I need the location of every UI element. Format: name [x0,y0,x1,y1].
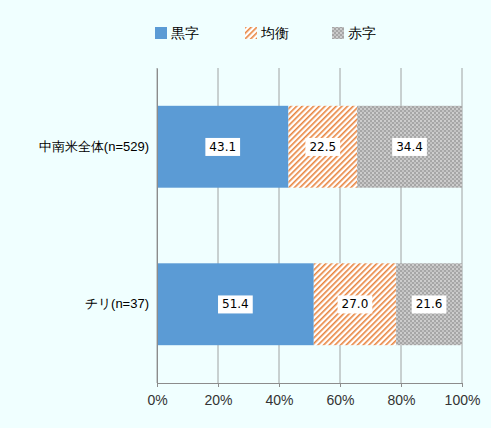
grid [157,68,462,383]
legend-label: 赤字 [348,25,376,41]
x-tick: 40% [265,383,293,408]
x-tick-mark [157,383,158,387]
x-tick-mark [401,383,402,387]
bars [157,106,462,345]
x-tick-label: 20% [204,392,232,408]
data-label-box [338,295,373,313]
data-label-box [412,295,447,313]
y-tick: チリ(n=37) [85,296,157,311]
bar-segment [157,263,314,345]
legend-swatch [245,27,257,39]
x-tick-mark [218,383,219,387]
data-label-group: 34.4 [392,138,427,156]
legend-swatch [155,27,167,39]
data-label: 22.5 [309,140,336,154]
y-tick-label: 中南米全体(n=529) [39,139,149,154]
x-tick: 60% [326,383,354,408]
x-tick: 100% [445,383,481,408]
x-tick-label: 40% [265,392,293,408]
data-label-box [205,138,240,156]
data-label: 34.4 [396,140,423,154]
legend-label: 黒字 [171,25,199,41]
data-label-box [218,295,253,313]
y-axis-line [157,69,158,384]
data-label-group: 43.1 [205,138,240,156]
legend: 黒字 均衡 赤字 [155,25,376,41]
x-axis-line [158,384,463,388]
data-label-group: 21.6 [412,295,447,313]
bar-segment [314,263,396,345]
x-tick-mark [462,383,463,387]
legend-label: 均衡 [260,25,289,41]
y-tick-label: チリ(n=37) [85,296,149,311]
data-label-group: 22.5 [305,138,340,156]
data-label: 27.0 [342,297,369,311]
legend-swatch [332,27,344,39]
y-axis: 中南米全体(n=529) チリ(n=37) [39,69,158,384]
bar-segment [157,106,288,188]
data-label: 43.1 [209,140,236,154]
x-tick-label: 60% [326,392,354,408]
x-tick-mark [340,383,341,387]
data-label-box [305,138,340,156]
x-tick: 20% [204,383,232,408]
data-label: 51.4 [222,297,249,311]
background [0,0,491,428]
data-label: 21.6 [416,297,443,311]
x-tick: 0% [147,383,167,408]
data-labels: 43.1 22.5 34.4 51.4 27.0 21.6 [205,138,446,314]
bar-segment [357,106,462,188]
chart: 43.1 22.5 34.4 51.4 27.0 21.6 0% 20% 40% 60% 80% 10… [0,0,491,428]
x-tick: 80% [387,383,415,408]
x-tick-label: 100% [445,392,481,408]
grid-line [157,68,158,383]
y-tick: 中南米全体(n=529) [39,139,157,154]
data-label-group: 51.4 [218,295,253,313]
data-label-group: 27.0 [338,295,373,313]
x-tick-label: 80% [387,392,415,408]
x-axis: 0% 20% 40% 60% 80% 100% [147,383,480,408]
bar-segment [288,106,357,188]
bar-segment [396,263,462,345]
x-tick-mark [279,383,280,387]
data-label-box [392,138,427,156]
x-tick-label: 0% [147,392,167,408]
